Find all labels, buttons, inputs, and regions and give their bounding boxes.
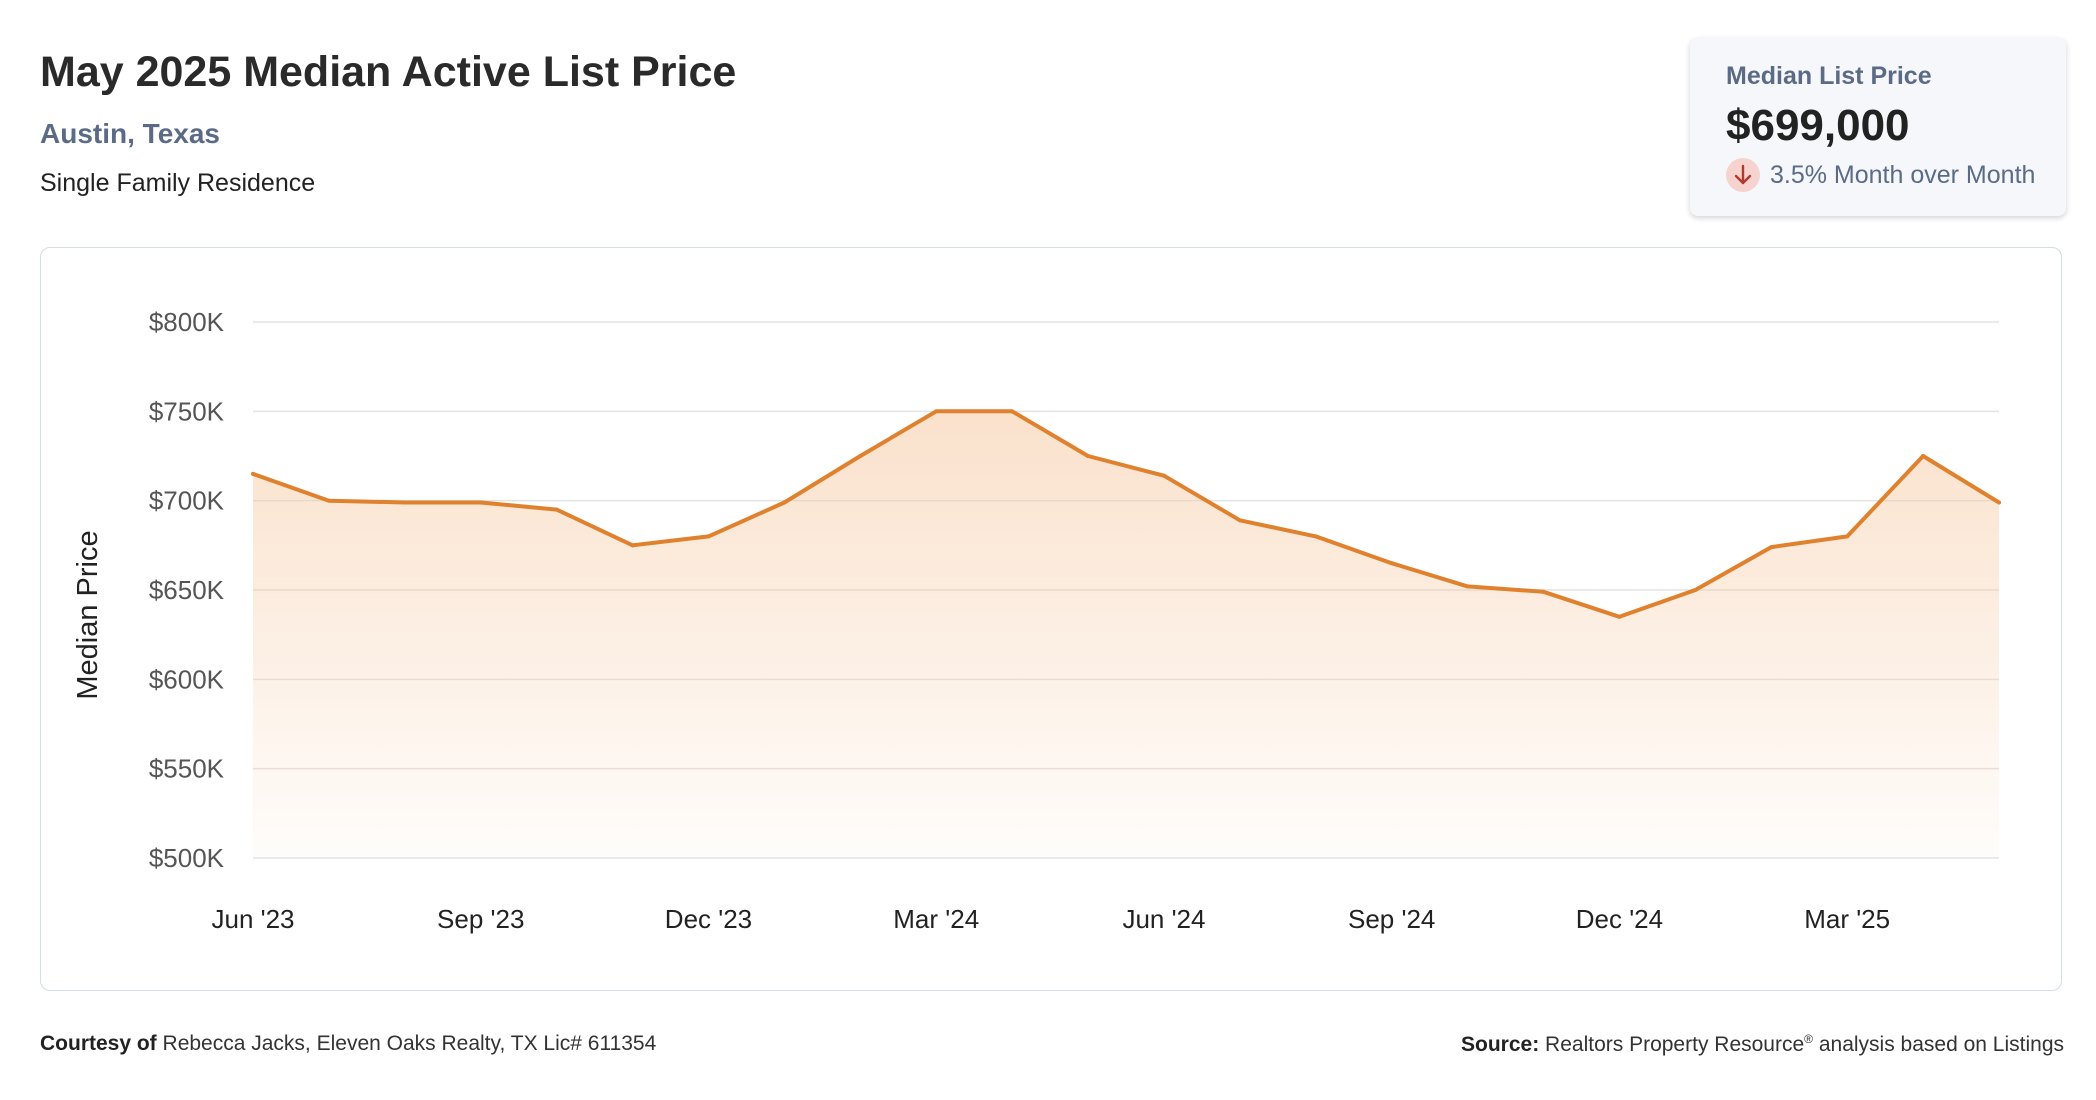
chart-panel: $800K $750K $700K $650K $600K $550K $500K Jun … — [40, 247, 2062, 991]
property-type-label: Single Family Residence — [40, 169, 316, 197]
y-tick-label: $650K — [149, 575, 225, 605]
y-axis-title: Median Price — [72, 530, 104, 699]
courtesy-label: Courtesy of — [40, 1032, 157, 1055]
arrow-down-icon — [1726, 158, 1760, 192]
data-point-2023-11 — [630, 543, 635, 548]
x-tick-label: Sep '24 — [1348, 904, 1435, 934]
data-point-2024-05 — [1086, 454, 1091, 458]
data-point-2023-08 — [402, 500, 407, 505]
x-tick-label: Dec '24 — [1576, 904, 1663, 934]
data-point-2024-09 — [1389, 561, 1394, 566]
data-point-2024-06 — [1161, 473, 1166, 478]
change-text: 3.5% Month over Month — [1770, 160, 2036, 189]
y-tick-label: $500K — [149, 843, 225, 873]
data-points — [251, 409, 2001, 619]
data-point-2024-07 — [1237, 518, 1242, 523]
x-tick-label: Sep '23 — [437, 904, 524, 934]
data-point-2025-02 — [1769, 545, 1774, 550]
registered-mark: ® — [1804, 1032, 1813, 1046]
data-point-2023-12 — [706, 534, 711, 539]
card-change: 3.5% Month over Month — [1726, 158, 2066, 192]
courtesy-text: Rebecca Jacks, Eleven Oaks Realty, TX Li… — [162, 1032, 657, 1055]
data-point-2024-03 — [934, 409, 939, 414]
data-point-2024-08 — [1313, 534, 1318, 539]
card-label: Median List Price — [1726, 62, 1932, 90]
source-label: Source: — [1461, 1033, 1540, 1056]
price-area — [253, 411, 1999, 858]
y-tick-label: $700K — [149, 486, 225, 516]
y-tick-label: $600K — [149, 664, 225, 694]
x-axis-ticks: Jun '23 Sep '23 Dec '23 Mar '24 Jun '24 Sep '… — [211, 904, 1890, 934]
x-tick-label: Mar '25 — [1804, 904, 1890, 934]
y-tick-label: $800K — [149, 307, 225, 337]
data-point-2023-06 — [251, 471, 255, 476]
page-title: May 2025 Median Active List Price — [40, 48, 737, 96]
data-point-2025-05 — [1997, 500, 2001, 505]
data-point-2023-07 — [326, 498, 331, 503]
card-value: $699,000 — [1726, 101, 1910, 150]
source-text: Realtors Property Resource — [1545, 1033, 1805, 1056]
median-list-price-card: Median List Price $699,000 3.5% Month ov… — [1690, 38, 2066, 216]
data-point-2025-03 — [1845, 534, 1850, 539]
data-point-2024-12 — [1617, 614, 1622, 619]
data-point-2025-01 — [1693, 588, 1698, 592]
location-subtitle: Austin, Texas — [40, 118, 220, 149]
x-tick-label: Mar '24 — [893, 904, 979, 934]
y-tick-label: $750K — [149, 396, 225, 426]
data-point-2024-01 — [782, 500, 787, 505]
source-footer: Source: Realtors Property Resource® anal… — [1461, 1032, 2064, 1057]
y-axis-ticks: $800K $750K $700K $650K $600K $550K $500K — [149, 307, 225, 873]
x-tick-label: Dec '23 — [665, 904, 752, 934]
data-point-2024-02 — [858, 454, 863, 458]
x-tick-label: Jun '23 — [211, 904, 294, 934]
data-point-2023-10 — [554, 507, 559, 512]
source-text-suffix: analysis based on Listings — [1818, 1033, 2064, 1056]
data-point-2025-04 — [1921, 454, 1926, 458]
data-point-2024-04 — [1010, 409, 1015, 414]
x-tick-label: Jun '24 — [1122, 904, 1205, 934]
price-line — [251, 409, 2001, 619]
courtesy-footer: Courtesy of Rebecca Jacks, Eleven Oaks R… — [40, 1032, 656, 1056]
median-price-chart: $800K $750K $700K $650K $600K $550K $500K Jun … — [72, 307, 2001, 934]
data-point-2024-11 — [1541, 589, 1546, 594]
header: May 2025 Median Active List Price Austin… — [40, 44, 1540, 200]
data-point-2023-09 — [478, 500, 483, 505]
data-point-2024-10 — [1465, 584, 1470, 589]
y-tick-label: $550K — [149, 754, 225, 784]
